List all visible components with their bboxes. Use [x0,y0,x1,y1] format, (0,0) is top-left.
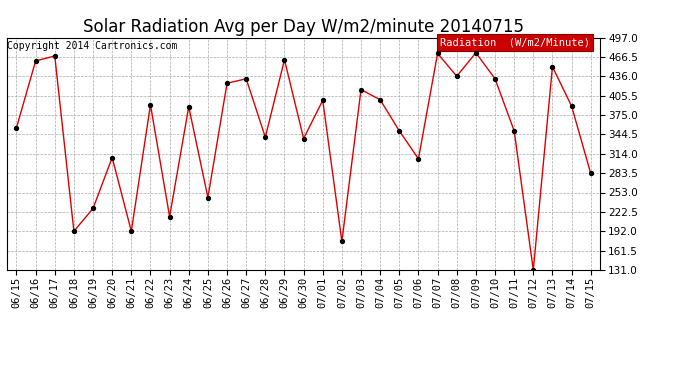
Point [394,128,405,134]
Point [451,73,462,79]
Point [585,171,596,177]
Point [30,58,41,64]
Point [413,156,424,162]
Title: Solar Radiation Avg per Day W/m2/minute 20140715: Solar Radiation Avg per Day W/m2/minute … [83,18,524,36]
Point [126,228,137,234]
Point [202,195,213,201]
Point [221,80,233,86]
Point [164,214,175,220]
Text: Copyright 2014 Cartronics.com: Copyright 2014 Cartronics.com [7,41,177,51]
Point [432,50,443,56]
Point [547,64,558,70]
Point [566,103,577,109]
Point [489,76,500,82]
Point [317,98,328,104]
Point [241,76,252,82]
Point [107,154,118,160]
Point [298,135,309,141]
Point [49,53,60,59]
Point [88,206,99,212]
Text: Radiation  (W/m2/Minute): Radiation (W/m2/Minute) [440,38,590,48]
Point [260,134,271,140]
Point [184,104,195,110]
Point [11,125,22,131]
Point [336,238,347,244]
Point [145,102,156,108]
Point [375,97,386,103]
Point [528,267,539,273]
Point [279,57,290,63]
Point [509,128,520,134]
Point [355,87,366,93]
Point [68,228,79,234]
Point [471,50,482,56]
